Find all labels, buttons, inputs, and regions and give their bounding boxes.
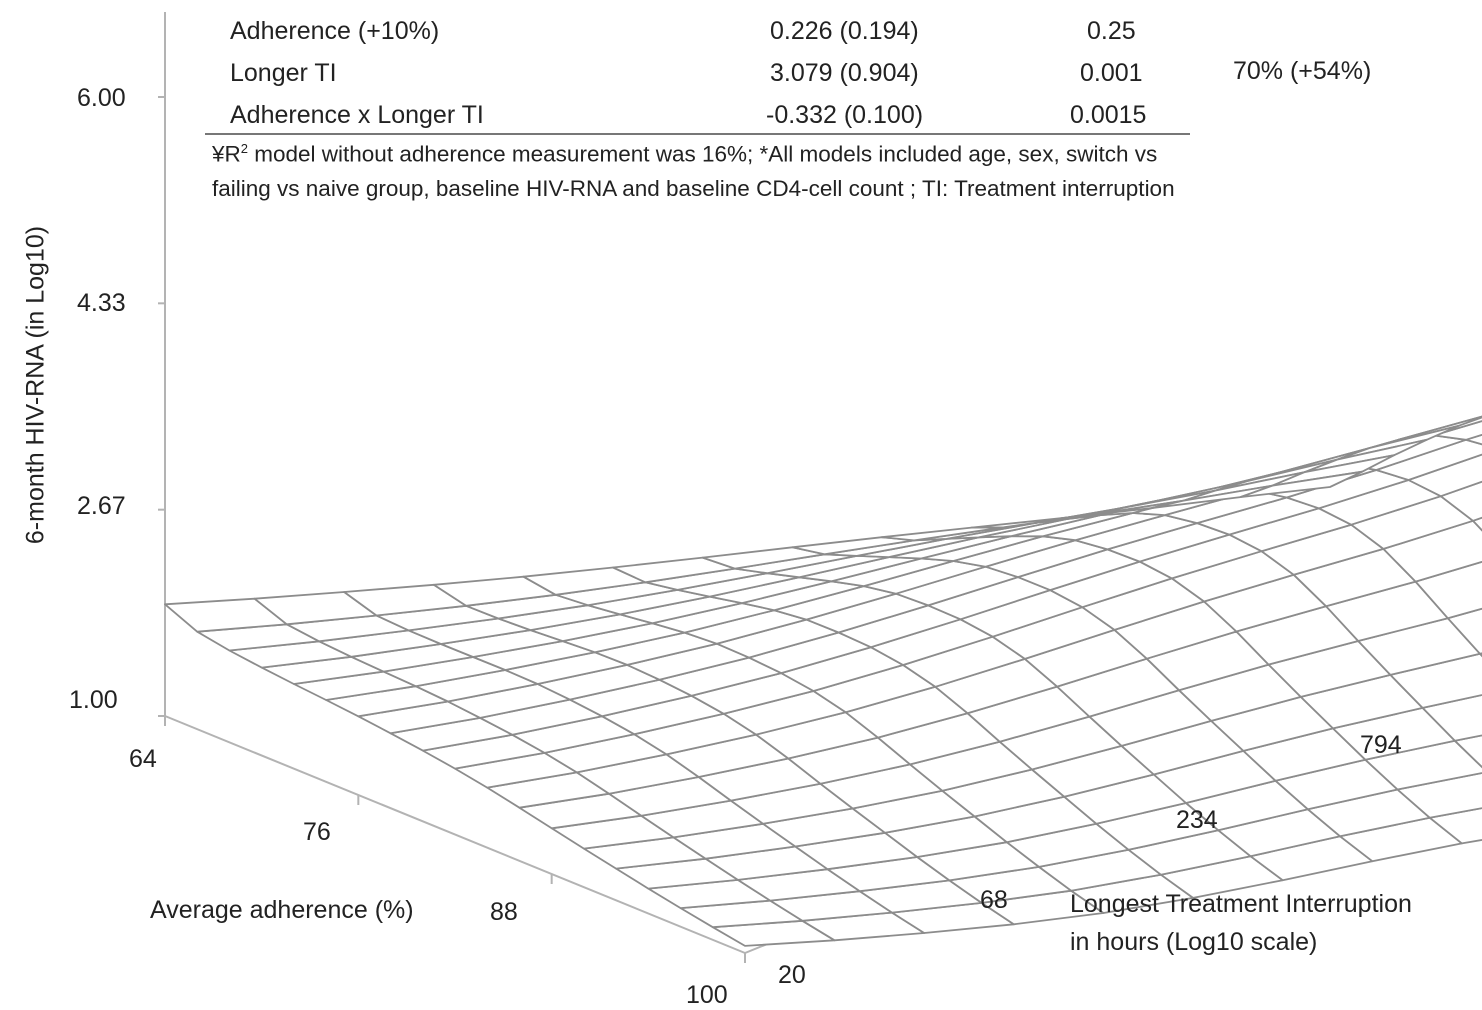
y-tick-label: 794: [1360, 731, 1402, 760]
y-tick-label: 68: [980, 886, 1008, 915]
y-tick-label: 234: [1176, 806, 1218, 835]
z-tick-label: 6.00: [77, 84, 126, 113]
z-tick-label: 2.67: [77, 492, 126, 521]
z-tick-label: 4.33: [77, 289, 126, 318]
y-axis-title-line-1: Longest Treatment Interruption: [1070, 890, 1412, 919]
surface-mesh: [165, 409, 1482, 946]
z-axis-title: 6-month HIV-RNA (in Log10): [22, 226, 51, 544]
x-tick-label: 88: [490, 898, 518, 927]
y-axis-title-line-2: in hours (Log10 scale): [1070, 928, 1317, 957]
z-tick-label: 1.00: [69, 686, 118, 715]
y-tick-label: 20: [778, 961, 806, 990]
x-axis-title: Average adherence (%): [150, 896, 414, 925]
x-tick-label: 64: [129, 745, 157, 774]
x-tick-label: 76: [303, 818, 331, 847]
x-tick-label: 100: [686, 981, 728, 1010]
